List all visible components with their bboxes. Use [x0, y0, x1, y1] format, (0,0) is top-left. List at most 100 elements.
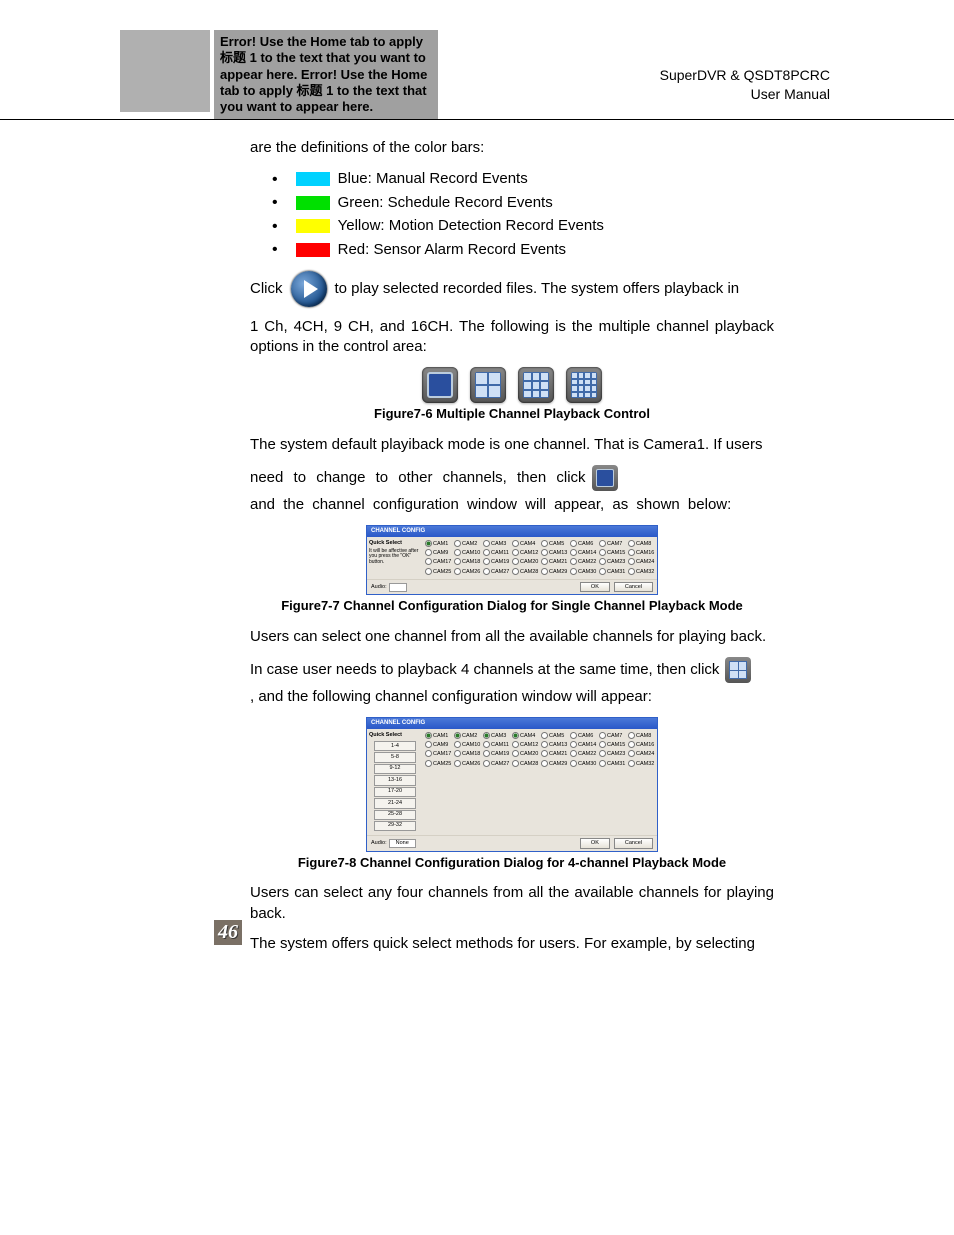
cam-option[interactable]: CAM20: [512, 750, 539, 758]
cam-option[interactable]: CAM24: [628, 558, 655, 566]
cam-option[interactable]: CAM11: [483, 549, 510, 557]
cam-option[interactable]: CAM13: [541, 549, 568, 557]
quick-select-button[interactable]: 1-4: [374, 741, 416, 751]
cam-option[interactable]: CAM7: [599, 540, 626, 548]
cam-option[interactable]: CAM30: [570, 760, 597, 768]
cam-option[interactable]: CAM10: [454, 549, 481, 557]
cam-option[interactable]: CAM19: [483, 750, 510, 758]
cam-option[interactable]: CAM2: [454, 732, 481, 740]
cam-option[interactable]: CAM6: [570, 540, 597, 548]
list-item: Red: Sensor Alarm Record Events: [272, 239, 774, 261]
cam-option[interactable]: CAM21: [541, 750, 568, 758]
cam-option[interactable]: CAM31: [599, 568, 626, 576]
cam-option[interactable]: CAM11: [483, 741, 510, 749]
cam-option[interactable]: CAM30: [570, 568, 597, 576]
quick-select-button[interactable]: 13-16: [374, 775, 416, 785]
quick-select-button[interactable]: 29-32: [374, 821, 416, 831]
cam-option[interactable]: CAM15: [599, 741, 626, 749]
cam-option[interactable]: CAM8: [628, 732, 655, 740]
cam-option[interactable]: CAM16: [628, 741, 655, 749]
cam-option[interactable]: CAM2: [454, 540, 481, 548]
para-1ch: 1 Ch, 4CH, 9 CH, and 16CH. The following…: [250, 317, 774, 358]
layout-4ch-inline-icon[interactable]: [725, 657, 751, 683]
play-icon[interactable]: [291, 271, 327, 307]
layout-1ch-inline-icon[interactable]: [592, 465, 618, 491]
cam-grid-4ch: CAM1CAM2CAM3CAM4CAM5CAM6CAM7CAM8CAM9CAM1…: [423, 729, 657, 836]
cam-option[interactable]: CAM1: [425, 540, 452, 548]
cam-option[interactable]: CAM19: [483, 558, 510, 566]
cam-option[interactable]: CAM21: [541, 558, 568, 566]
cam-option[interactable]: CAM3: [483, 540, 510, 548]
cam-option[interactable]: CAM28: [512, 760, 539, 768]
channel-config-4ch-dialog: CHANNEL CONFIG Quick Select 1-45-89-1213…: [366, 717, 658, 851]
cam-option[interactable]: CAM9: [425, 549, 452, 557]
ok-button[interactable]: OK: [580, 838, 610, 848]
fig7-7-caption: Figure7-7 Channel Configuration Dialog f…: [250, 597, 774, 615]
cam-option[interactable]: CAM28: [512, 568, 539, 576]
page-number: 46: [214, 920, 242, 945]
cam-option[interactable]: CAM17: [425, 558, 452, 566]
cam-option[interactable]: CAM27: [483, 568, 510, 576]
quick-select-button[interactable]: 9-12: [374, 764, 416, 774]
cam-option[interactable]: CAM32: [628, 568, 655, 576]
swatch-red: [296, 243, 330, 257]
cam-option[interactable]: CAM32: [628, 760, 655, 768]
cam-option[interactable]: CAM17: [425, 750, 452, 758]
cam-option[interactable]: CAM7: [599, 732, 626, 740]
click-prefix: Click: [250, 279, 283, 299]
cam-option[interactable]: CAM18: [454, 558, 481, 566]
cancel-button[interactable]: Cancel: [614, 838, 653, 848]
header-right: SuperDVR & QSDT8PCRC User Manual: [660, 30, 834, 104]
quick-select-button[interactable]: 25-28: [374, 810, 416, 820]
cam-option[interactable]: CAM22: [570, 558, 597, 566]
audio-label: Audio:: [371, 584, 387, 591]
cam-option[interactable]: CAM13: [541, 741, 568, 749]
cancel-button[interactable]: Cancel: [614, 582, 653, 592]
cam-option[interactable]: CAM1: [425, 732, 452, 740]
quick-select-button[interactable]: 21-24: [374, 798, 416, 808]
ok-button[interactable]: OK: [580, 582, 610, 592]
cam-option[interactable]: CAM20: [512, 558, 539, 566]
layout-9ch-button[interactable]: [518, 367, 554, 403]
cam-option[interactable]: CAM9: [425, 741, 452, 749]
cam-option[interactable]: CAM31: [599, 760, 626, 768]
cam-option[interactable]: CAM5: [541, 732, 568, 740]
cam-option[interactable]: CAM25: [425, 568, 452, 576]
cam-option[interactable]: CAM16: [628, 549, 655, 557]
cam-option[interactable]: CAM5: [541, 540, 568, 548]
audio-select[interactable]: [389, 583, 408, 592]
cam-option[interactable]: CAM6: [570, 732, 597, 740]
cam-option[interactable]: CAM26: [454, 760, 481, 768]
cam-option[interactable]: CAM29: [541, 568, 568, 576]
cam-option[interactable]: CAM14: [570, 549, 597, 557]
cam-option[interactable]: CAM22: [570, 750, 597, 758]
cam-option[interactable]: CAM4: [512, 732, 539, 740]
fig7-6-caption: Figure7-6 Multiple Channel Playback Cont…: [250, 405, 774, 423]
audio-select[interactable]: None: [389, 839, 416, 848]
cam-option[interactable]: CAM15: [599, 549, 626, 557]
cam-option[interactable]: CAM23: [599, 558, 626, 566]
quick-select-note: It will be affective after you press the…: [369, 549, 421, 566]
para-4ch: In case user needs to playback 4 channel…: [250, 657, 774, 707]
quick-select-button[interactable]: 5-8: [374, 752, 416, 762]
layout-1ch-button[interactable]: [422, 367, 458, 403]
quick-select-button[interactable]: 17-20: [374, 787, 416, 797]
layout-4ch-button[interactable]: [470, 367, 506, 403]
cam-option[interactable]: CAM25: [425, 760, 452, 768]
cam-option[interactable]: CAM10: [454, 741, 481, 749]
cam-option[interactable]: CAM23: [599, 750, 626, 758]
cam-option[interactable]: CAM14: [570, 741, 597, 749]
cam-option[interactable]: CAM18: [454, 750, 481, 758]
intro-line: are the definitions of the color bars:: [250, 138, 774, 158]
cam-option[interactable]: CAM26: [454, 568, 481, 576]
cam-option[interactable]: CAM12: [512, 741, 539, 749]
cam-option[interactable]: CAM24: [628, 750, 655, 758]
cam-option[interactable]: CAM3: [483, 732, 510, 740]
cam-option[interactable]: CAM8: [628, 540, 655, 548]
cam-option[interactable]: CAM4: [512, 540, 539, 548]
cam-option[interactable]: CAM27: [483, 760, 510, 768]
list-item: Yellow: Motion Detection Record Events: [272, 216, 774, 238]
cam-option[interactable]: CAM29: [541, 760, 568, 768]
layout-16ch-button[interactable]: [566, 367, 602, 403]
cam-option[interactable]: CAM12: [512, 549, 539, 557]
